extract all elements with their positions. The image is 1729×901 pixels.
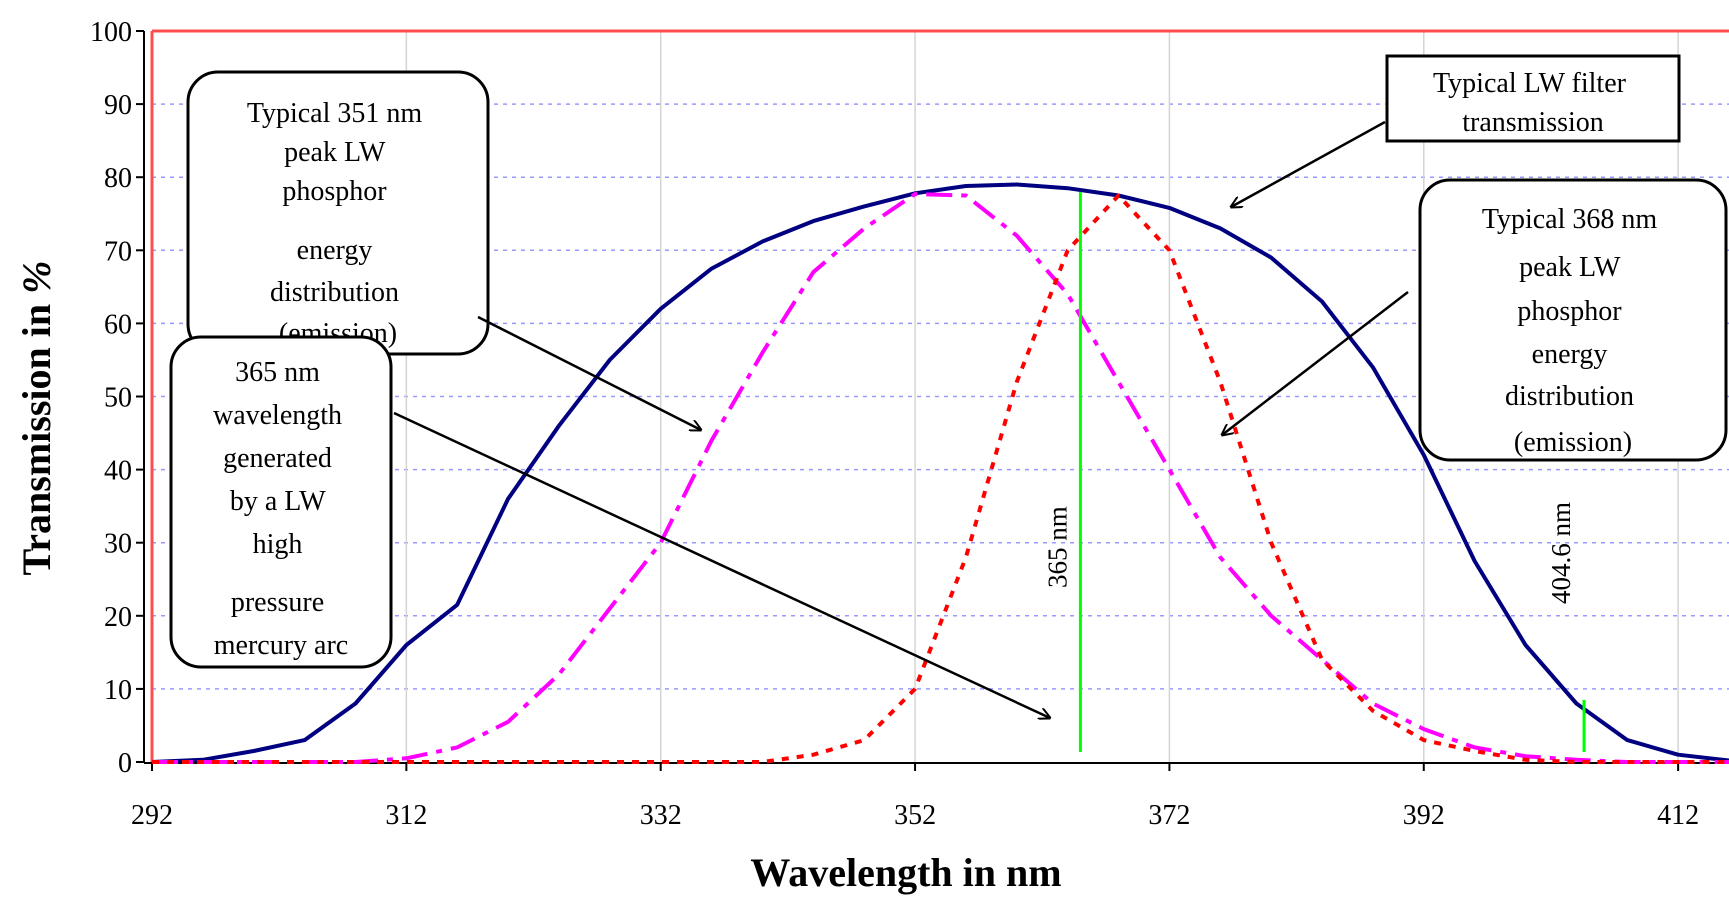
callout-351-line: energy bbox=[297, 235, 373, 266]
svg-text:Typical 351 nm peak LW: Typical 351 nm peak LW phosphor energy d… bbox=[247, 98, 429, 349]
y-axis-title: Transmission in % bbox=[14, 261, 59, 576]
callout-368-line: energy bbox=[1532, 339, 1608, 370]
axes: 0 10 20 30 40 50 60 70 80 90 100 292 312 332 352 372 392… bbox=[90, 17, 1729, 831]
y-tick-label: 10 bbox=[104, 675, 132, 706]
y-tick-label: 70 bbox=[104, 236, 132, 267]
x-tick-label: 412 bbox=[1657, 800, 1699, 831]
y-tick-label: 0 bbox=[118, 748, 132, 779]
callout-365-line: generated bbox=[223, 443, 332, 474]
series-line-filter bbox=[151, 182, 1729, 764]
x-tick-label: 332 bbox=[640, 800, 682, 831]
spectral-lines: 365 nm 404.6 nm bbox=[1042, 191, 1586, 752]
x-tick-label: 372 bbox=[1148, 800, 1190, 831]
callout-365nm-mercury: 365 nm wavelength generated by a LW high… bbox=[169, 335, 1050, 718]
callout-368-line: distribution bbox=[1505, 381, 1634, 412]
y-tick-label: 60 bbox=[104, 309, 132, 340]
y-tick-label: 100 bbox=[90, 17, 132, 48]
series-line-phosphor351 bbox=[152, 192, 1729, 764]
x-tick-label: 312 bbox=[385, 800, 427, 831]
callout-365-line: by a LW bbox=[230, 486, 326, 517]
x-tick-label: 292 bbox=[131, 800, 173, 831]
svg-text:365 nm wavelength: 365 nm wavelength generated by a LW high… bbox=[213, 357, 349, 661]
callout-365-line: wavelength bbox=[213, 400, 342, 431]
callout-filter-transmission: Typical LW filter transmission bbox=[1231, 54, 1681, 207]
callout-365-line: pressure bbox=[231, 587, 324, 618]
callout-351-line: peak LW bbox=[284, 137, 386, 168]
callout-365-arrow bbox=[393, 411, 1050, 718]
callout-365-line: high bbox=[253, 529, 303, 560]
callout-368-line: phosphor bbox=[1517, 296, 1622, 327]
data-series bbox=[151, 182, 1729, 764]
series-line-phosphor368 bbox=[152, 193, 1729, 764]
x-tick-label: 352 bbox=[894, 800, 936, 831]
y-tick-label: 90 bbox=[104, 90, 132, 121]
callout-filter-arrow bbox=[1231, 120, 1386, 207]
y-tick-label: 80 bbox=[104, 163, 132, 194]
callout-368-arrow bbox=[1222, 291, 1409, 435]
x-tick-label: 392 bbox=[1403, 800, 1445, 831]
callout-351-arrow bbox=[477, 315, 701, 430]
callout-351-line: phosphor bbox=[282, 176, 387, 207]
callout-351nm-phosphor: Typical 351 nm peak LW phosphor energy d… bbox=[186, 70, 701, 430]
spectral-line-label: 404.6 nm bbox=[1546, 502, 1576, 604]
y-tick-label: 30 bbox=[104, 529, 132, 560]
callout-368-line: (emission) bbox=[1514, 427, 1632, 458]
callout-filter-line: Typical LW filter bbox=[1433, 68, 1627, 99]
callout-351-line: Typical 351 nm bbox=[247, 98, 423, 129]
y-tick-label: 50 bbox=[104, 383, 132, 414]
x-axis-title: Wavelength in nm bbox=[750, 850, 1061, 895]
callout-365-line: 365 nm bbox=[235, 357, 320, 388]
spectral-line-label: 365 nm bbox=[1042, 506, 1072, 588]
callout-368-line: peak LW bbox=[1519, 252, 1621, 283]
callout-365-line: mercury arc bbox=[214, 630, 348, 661]
svg-text:Typical LW filter tran: Typical LW filter transmission bbox=[1433, 68, 1633, 138]
callout-368-line: Typical 368 nm bbox=[1482, 204, 1658, 235]
svg-text:Typical 368 nm peak LW: Typical 368 nm peak LW phosphor energy d… bbox=[1482, 204, 1664, 458]
callout-filter-line: transmission bbox=[1462, 107, 1604, 138]
y-tick-label: 40 bbox=[104, 456, 132, 487]
y-tick-label: 20 bbox=[104, 602, 132, 633]
callout-351-line: distribution bbox=[270, 277, 399, 308]
callout-368nm-phosphor: Typical 368 nm peak LW phosphor energy d… bbox=[1222, 178, 1728, 462]
